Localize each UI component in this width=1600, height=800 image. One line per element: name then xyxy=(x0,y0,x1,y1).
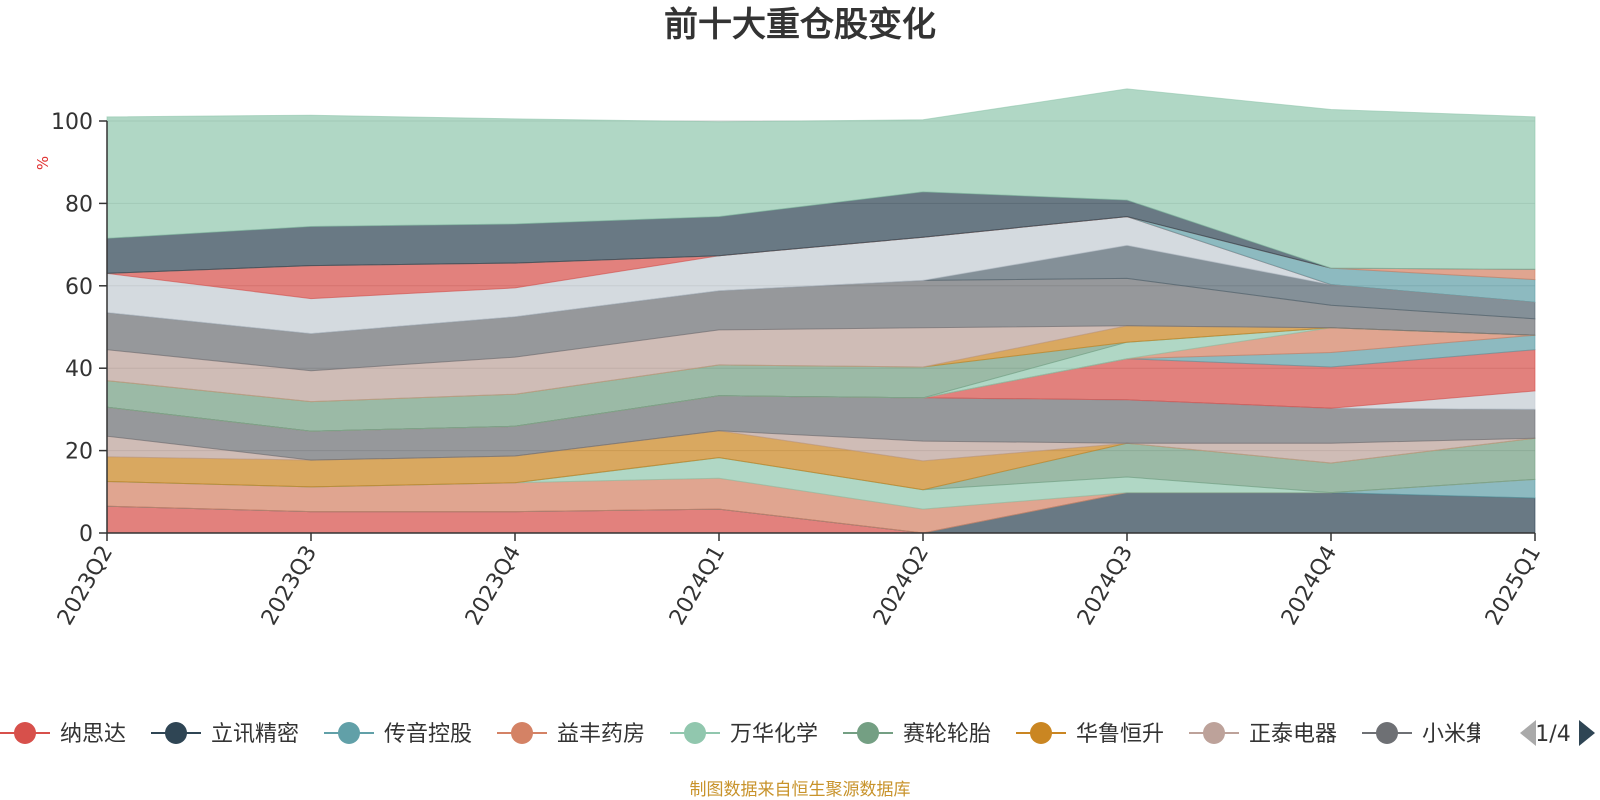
area-series-26 xyxy=(106,88,1536,270)
legend-item[interactable]: 万华化学 xyxy=(670,722,818,747)
legend-item[interactable]: 益丰药房 xyxy=(497,722,645,747)
legend-item[interactable]: 纳思达 xyxy=(0,722,126,747)
legend-page-indicator: 1/4 xyxy=(1535,722,1570,747)
legend-label: 传音控股 xyxy=(384,722,472,747)
legend-label: 正泰电器 xyxy=(1249,722,1337,747)
legend-item[interactable]: 华鲁恒升 xyxy=(1016,722,1164,747)
legend-marker xyxy=(165,722,187,744)
y-tick-label: 100 xyxy=(51,110,93,135)
legend-item[interactable]: 赛轮轮胎 xyxy=(843,722,991,747)
legend: 纳思达 立讯精密 传音控股 益丰药房 万华化学 赛轮轮胎 华鲁恒升 正泰电器 小米集团 xyxy=(0,722,1510,747)
legend-item[interactable]: 正泰电器 xyxy=(1189,722,1337,747)
legend-next-icon[interactable] xyxy=(1579,720,1595,746)
x-tick-label: 2023Q2 xyxy=(53,542,118,630)
legend-label: 立讯精密 xyxy=(211,722,299,747)
legend-marker xyxy=(857,722,879,744)
stacked-areas xyxy=(106,88,1536,534)
chart-title: 前十大重仓股变化 xyxy=(664,5,936,45)
legend-label: 万华化学 xyxy=(730,722,818,747)
legend-marker xyxy=(14,722,36,744)
source-note: 制图数据来自恒生聚源数据库 xyxy=(690,780,911,800)
legend-item[interactable]: 小米集团 xyxy=(1362,722,1510,747)
x-tick-label: 2024Q4 xyxy=(1277,542,1342,630)
legend-pager: 1/4 xyxy=(1520,720,1595,747)
legend-label: 小米集团 xyxy=(1422,722,1510,747)
legend-label: 益丰药房 xyxy=(557,722,645,747)
y-tick-label: 0 xyxy=(79,522,93,547)
y-tick-label: 60 xyxy=(65,275,93,300)
x-tick-label: 2023Q4 xyxy=(461,542,526,630)
legend-label: 纳思达 xyxy=(60,722,126,747)
y-tick-label: 40 xyxy=(65,357,93,382)
legend-marker xyxy=(1203,722,1225,744)
legend-item[interactable]: 立讯精密 xyxy=(151,722,299,747)
legend-marker xyxy=(1030,722,1052,744)
legend-marker xyxy=(338,722,360,744)
legend-marker xyxy=(1376,722,1398,744)
legend-marker xyxy=(684,722,706,744)
y-axis-unit: % xyxy=(34,156,52,170)
x-tick-label: 2024Q1 xyxy=(665,542,730,630)
y-tick-label: 80 xyxy=(65,192,93,217)
y-tick-label: 20 xyxy=(65,440,93,465)
legend-item[interactable]: 传音控股 xyxy=(324,722,472,747)
legend-prev-icon[interactable] xyxy=(1520,720,1536,746)
legend-label: 赛轮轮胎 xyxy=(903,722,991,747)
legend-marker xyxy=(511,722,533,744)
x-tick-label: 2023Q3 xyxy=(257,542,322,630)
legend-label: 华鲁恒升 xyxy=(1076,722,1164,747)
x-tick-label: 2024Q3 xyxy=(1073,542,1138,630)
x-tick-label: 2024Q2 xyxy=(869,542,934,630)
x-tick-label: 2025Q1 xyxy=(1481,542,1546,630)
